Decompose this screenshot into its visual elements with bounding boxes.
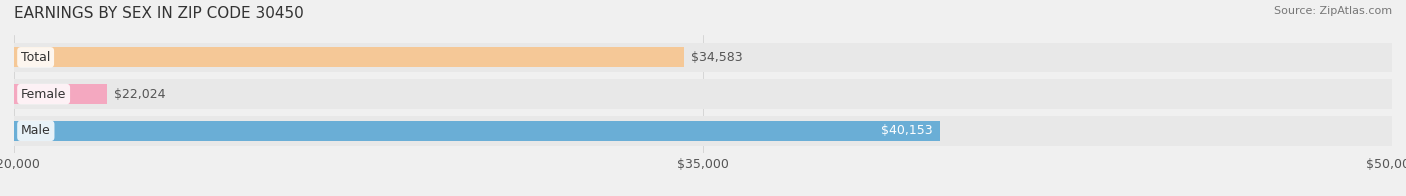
Bar (14, 116, 1392, 146)
Text: Male: Male (21, 124, 51, 137)
Bar (14, 121, 939, 141)
Text: Female: Female (21, 88, 66, 101)
Bar (14, 47, 683, 67)
Bar (14, 79, 1392, 109)
Text: EARNINGS BY SEX IN ZIP CODE 30450: EARNINGS BY SEX IN ZIP CODE 30450 (14, 6, 304, 21)
Bar (14, 84, 107, 104)
Text: Total: Total (21, 51, 51, 64)
Bar (14, 43, 1392, 72)
Text: $40,153: $40,153 (882, 124, 932, 137)
Text: $34,583: $34,583 (690, 51, 742, 64)
Text: Source: ZipAtlas.com: Source: ZipAtlas.com (1274, 6, 1392, 16)
Text: $22,024: $22,024 (114, 88, 166, 101)
